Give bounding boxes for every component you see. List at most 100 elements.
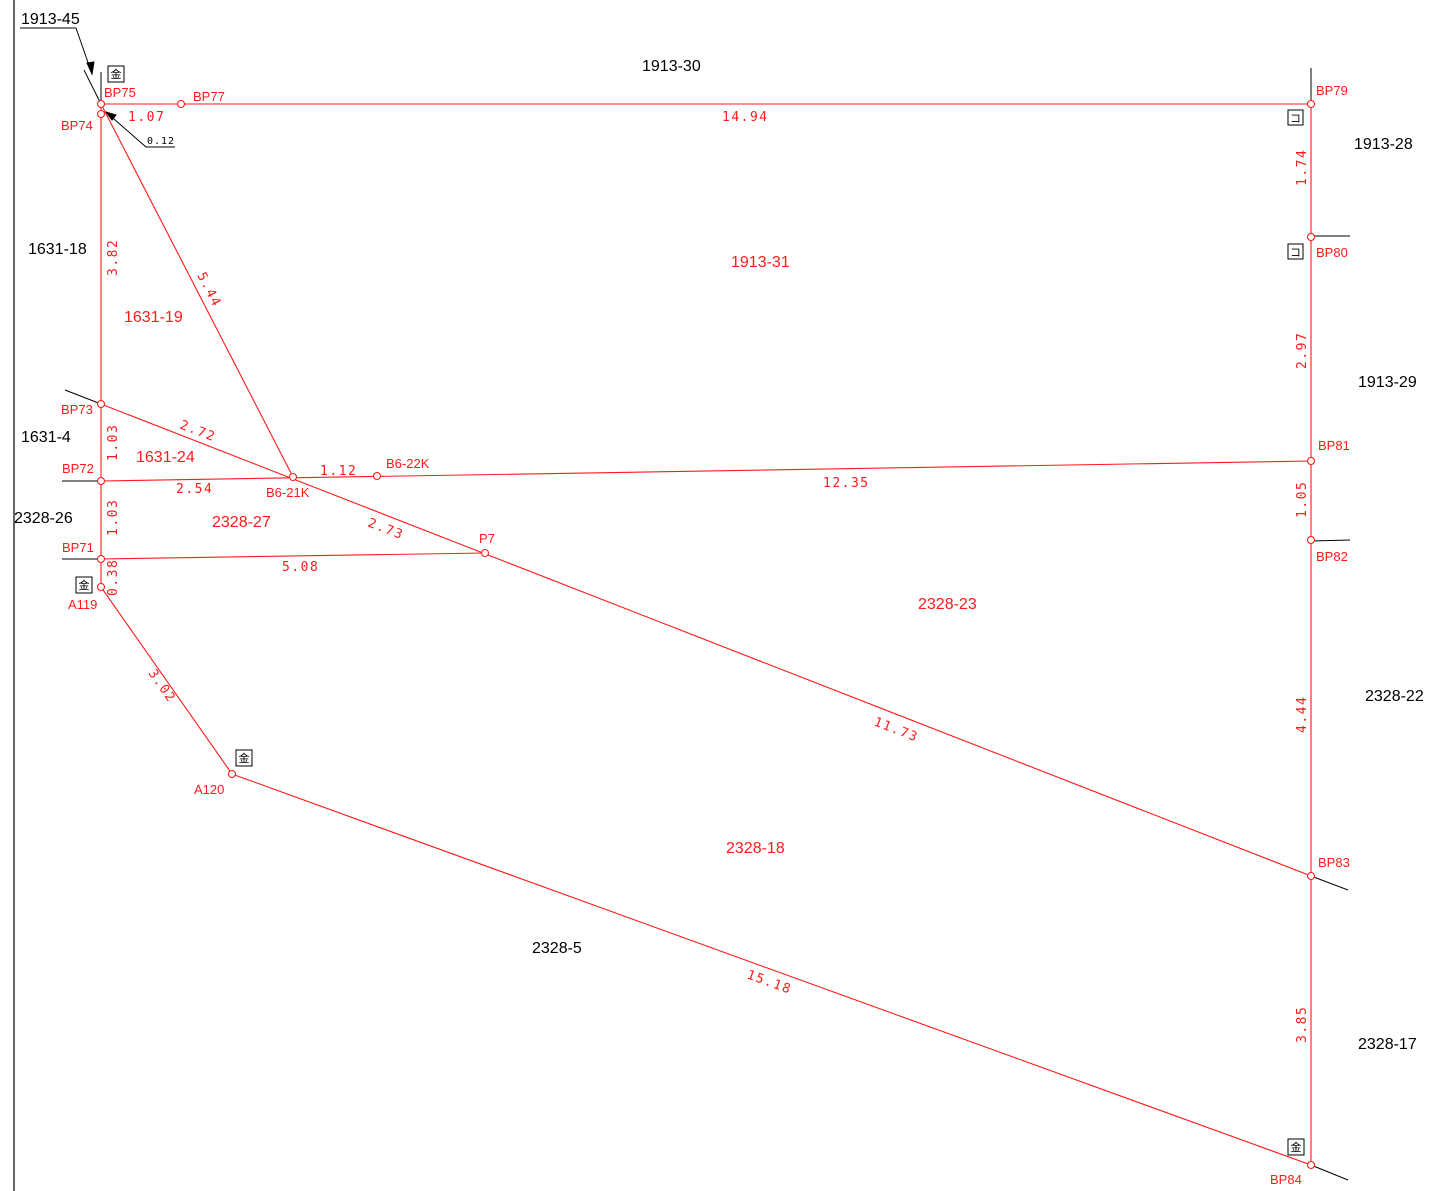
dist-3-85: 3.85	[1295, 1006, 1310, 1043]
dist-1-05: 1.05	[1295, 481, 1310, 518]
parcel-2328-23: 2328-23	[918, 596, 977, 613]
dist-3-82: 3.82	[106, 239, 121, 276]
neighbor-2328-17: 2328-17	[1358, 1036, 1417, 1053]
dist-5-08: 5.08	[282, 560, 319, 575]
survey-points	[96, 99, 1316, 1170]
boundary-lines	[100, 103, 1312, 1166]
neighbor-1913-45: 1913-45	[21, 11, 80, 28]
distance-labels: 1.07 14.94 0.12 3.82 5.44 1.74 2.97 1.03…	[106, 110, 1310, 1043]
dist-1-74: 1.74	[1295, 149, 1310, 186]
neighbor-parcels: 1913-45 1913-30 1913-28 1631-18 1913-29 …	[14, 11, 1424, 1053]
marker-kin-a120: 金	[235, 749, 253, 767]
point-bp79	[1306, 99, 1316, 109]
line-a119-a120	[100, 586, 233, 775]
svg-text:コ: コ	[1290, 246, 1301, 259]
label-bp83: BP83	[1318, 855, 1350, 870]
leader-0-12	[104, 111, 175, 148]
label-b6-21k: B6-21K	[266, 485, 310, 500]
line-a120-bp84	[231, 773, 1312, 1166]
dist-3-02: 3.02	[145, 667, 179, 706]
label-bp81: BP81	[1318, 438, 1350, 453]
dist-14-94: 14.94	[722, 110, 769, 125]
point-bp81	[1306, 456, 1316, 466]
svg-text:金: 金	[79, 578, 90, 592]
neighbor-1631-18: 1631-18	[28, 241, 87, 258]
label-bp82: BP82	[1316, 549, 1348, 564]
point-bp84	[1306, 1160, 1316, 1170]
label-a119: A119	[68, 597, 97, 612]
parcel-1631-19: 1631-19	[124, 309, 183, 326]
label-bp77: BP77	[193, 89, 225, 104]
dist-0-38: 0.38	[106, 559, 121, 596]
dist-0-12: 0.12	[147, 136, 175, 147]
line-bp73-bp83	[100, 403, 1312, 877]
point-bp77	[176, 99, 186, 109]
point-b6-22k	[372, 471, 382, 481]
label-bp84: BP84	[1270, 1172, 1302, 1187]
label-bp80: BP80	[1316, 245, 1348, 260]
neighbor-2328-22: 2328-22	[1365, 688, 1424, 705]
point-a120	[227, 769, 237, 779]
dist-1-12: 1.12	[320, 464, 357, 479]
svg-text:金: 金	[239, 751, 250, 765]
dist-1-03a: 1.03	[106, 424, 121, 461]
point-bp82	[1306, 535, 1316, 545]
svg-text:金: 金	[1291, 1140, 1302, 1154]
leader-1913-45	[20, 27, 95, 76]
subject-parcels: 1913-31 1631-19 1631-24 2328-27 2328-23 …	[124, 254, 977, 857]
label-bp74: BP74	[61, 118, 93, 133]
point-bp71	[96, 554, 106, 564]
line-bp71-p7	[100, 552, 486, 560]
point-labels: BP75 BP74 BP77 BP79 BP80 BP81 BP82 BP83 …	[61, 83, 1350, 1187]
label-bp79: BP79	[1316, 83, 1348, 98]
point-bp73	[96, 399, 106, 409]
neighbor-2328-5: 2328-5	[532, 940, 582, 957]
marker-ko-bp80: コ	[1287, 243, 1304, 260]
point-a119	[96, 582, 106, 592]
point-bp80	[1306, 232, 1316, 242]
parcel-1913-31: 1913-31	[731, 254, 790, 271]
point-bp74	[96, 99, 106, 109]
dist-1-07: 1.07	[128, 110, 165, 125]
label-p7: P7	[479, 531, 495, 546]
point-bp83	[1306, 871, 1316, 881]
label-bp73: BP73	[61, 402, 93, 417]
dist-5-44: 5.44	[193, 270, 223, 310]
line-bp74-b6-21k	[100, 103, 294, 478]
label-a120: A120	[194, 782, 224, 797]
line-bp72-bp81	[100, 460, 1312, 482]
dist-2-97: 2.97	[1295, 332, 1310, 369]
dist-12-35: 12.35	[823, 476, 870, 491]
dist-2-54: 2.54	[176, 482, 213, 497]
label-b6-22k: B6-22K	[386, 456, 430, 471]
neighbor-1913-30: 1913-30	[642, 58, 701, 75]
dist-2-73: 2.73	[366, 516, 406, 544]
parcel-2328-27: 2328-27	[212, 514, 271, 531]
point-b6-21k	[288, 472, 298, 482]
point-p7	[480, 548, 490, 558]
marker-kin-bp84: 金	[1287, 1138, 1305, 1156]
label-bp72: BP72	[62, 461, 94, 476]
point-bp72	[96, 476, 106, 486]
parcel-2328-18: 2328-18	[726, 840, 785, 857]
extension-lines	[62, 68, 1351, 1181]
svg-text:金: 金	[111, 67, 122, 81]
neighbor-1913-28: 1913-28	[1354, 136, 1413, 153]
marker-ko-bp79: コ	[1287, 109, 1304, 126]
marker-kin-bp75: 金	[107, 65, 125, 83]
parcel-1631-24: 1631-24	[136, 449, 195, 466]
svg-text:コ: コ	[1290, 112, 1301, 125]
label-bp75: BP75	[104, 85, 136, 100]
boundary-markers: 金 コ コ 金 金 金	[75, 65, 1305, 1156]
dist-4-44: 4.44	[1295, 696, 1310, 733]
label-bp71: BP71	[62, 540, 94, 555]
dist-11-73: 11.73	[872, 715, 921, 746]
point-bp75	[96, 109, 106, 119]
neighbor-2328-26: 2328-26	[14, 510, 73, 527]
dist-15-18: 15.18	[745, 968, 794, 998]
neighbor-1631-4: 1631-4	[21, 429, 71, 446]
marker-kin-a119: 金	[75, 576, 93, 594]
neighbor-1913-29: 1913-29	[1358, 374, 1417, 391]
dist-1-03b: 1.03	[106, 499, 121, 536]
